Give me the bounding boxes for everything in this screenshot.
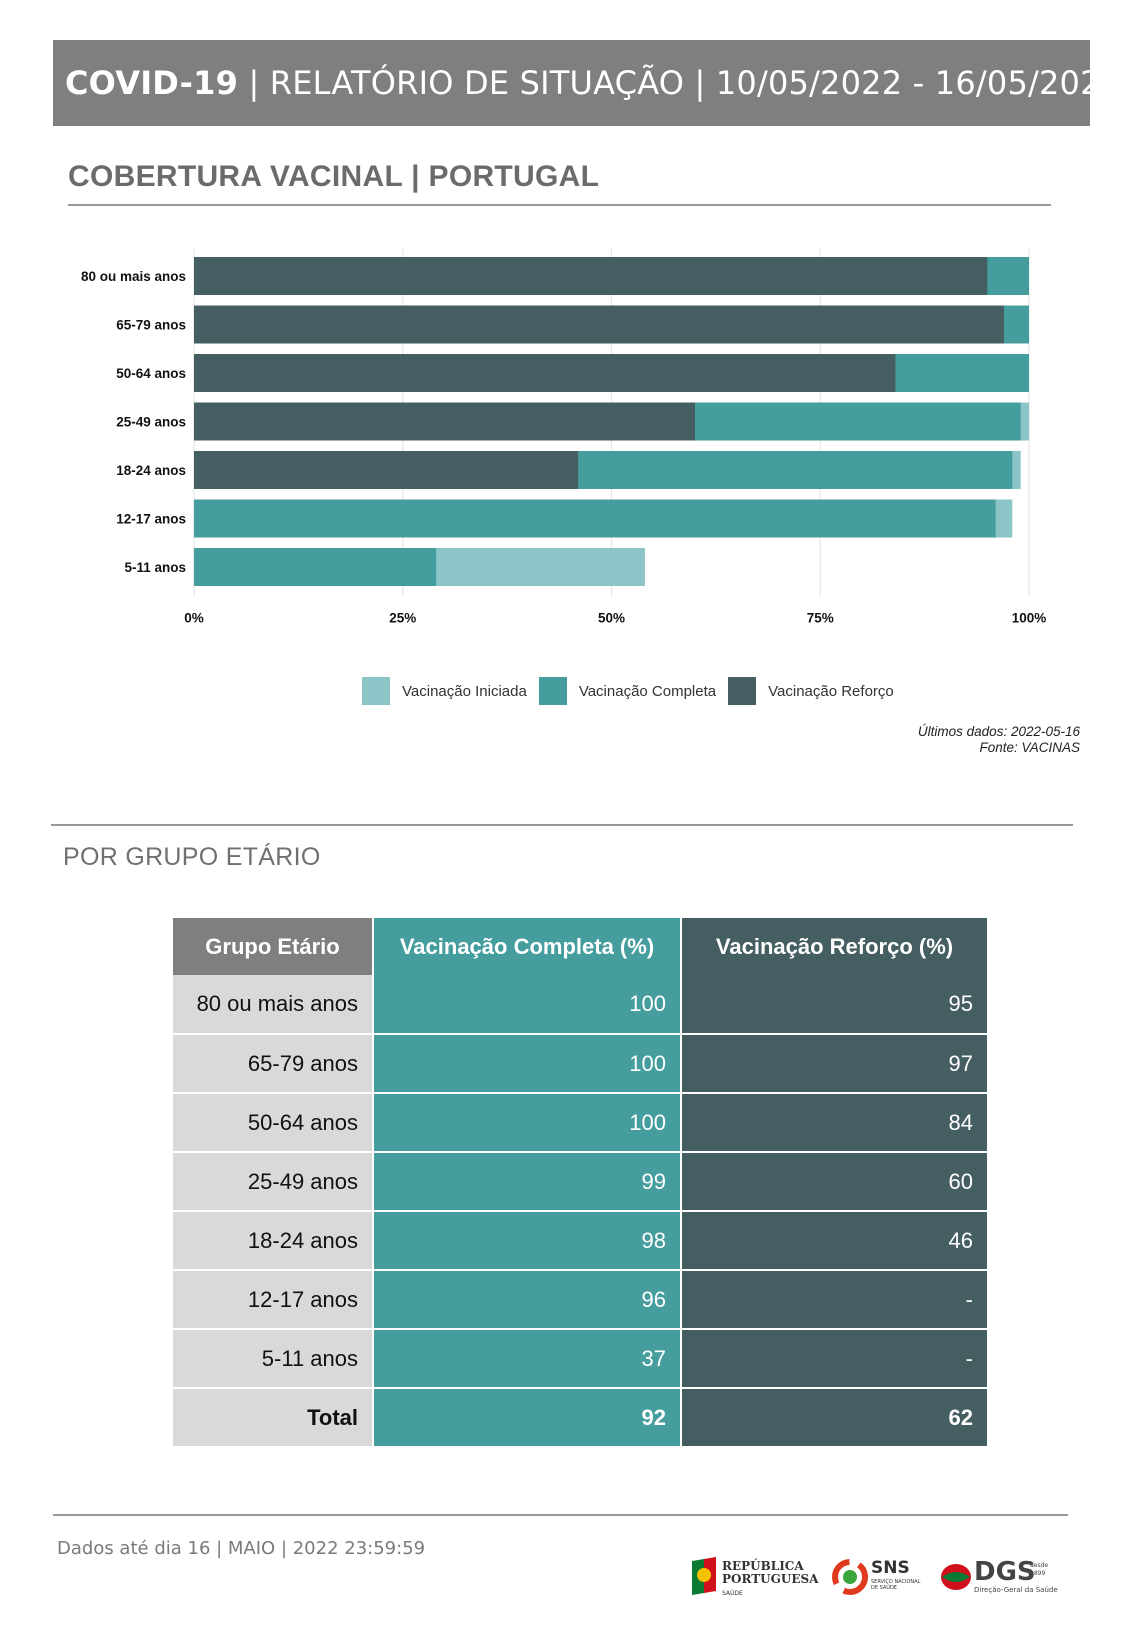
col-header-completa: Vacinação Completa (%) — [373, 918, 682, 975]
vaccination-coverage-chart: 80 ou mais anos 65-79 anos 50-64 anos 25-49… — [81, 249, 1047, 626]
cell-reforco: 97 — [681, 1034, 989, 1094]
cell-grupo: 65-79 anos — [173, 1034, 374, 1094]
category-label: 65-79 anos — [116, 318, 186, 333]
logo-sns-text: SNS — [871, 1558, 910, 1578]
cell-grupo: 12-17 anos — [173, 1270, 374, 1330]
bar-reforco — [194, 305, 1004, 344]
cell-completa: 100 — [373, 975, 682, 1035]
table-section-title: POR GRUPO ETÁRIO — [63, 843, 321, 871]
category-label: 25-49 anos — [116, 415, 186, 430]
col-header-reforco: Vacinação Reforço (%) — [681, 918, 989, 975]
legend-label-reforco: Vacinação Reforço — [768, 682, 894, 700]
chart-legend: Vacinação Iniciada Vacinação Completa Va… — [362, 677, 906, 705]
logo-republica-line1: REPÚBLICA — [722, 1557, 804, 1573]
x-tick-label: 50% — [598, 611, 625, 626]
cell-completa: 100 — [373, 1034, 682, 1094]
legend-item-reforco: Vacinação Reforço — [728, 677, 894, 705]
x-tick-label: 75% — [807, 611, 834, 626]
cell-grupo: 18-24 anos — [173, 1211, 374, 1271]
cell-reforco: 46 — [681, 1211, 989, 1271]
legend-label-completa: Vacinação Completa — [578, 682, 717, 700]
dgs-logo: DGS desde 1899 Direção-Geral da Saúde — [941, 1557, 1058, 1594]
footer-logos: REPÚBLICA PORTUGUESA SAÚDE SNS SERVIÇO N… — [692, 1557, 1058, 1597]
table-row: 25-49 anos 99 60 — [173, 1152, 989, 1212]
report-header: COVID-19 | RELATÓRIO DE SITUAÇÃO | 10/05… — [53, 40, 1121, 126]
cell-completa: 37 — [373, 1329, 682, 1389]
logo-dgs-since2: 1899 — [1030, 1570, 1045, 1577]
legend-item-completa: Vacinação Completa — [538, 677, 717, 705]
cell-grupo: 25-49 anos — [173, 1152, 374, 1212]
cell-reforco: 84 — [681, 1093, 989, 1153]
legend-swatch-iniciada — [362, 677, 390, 705]
bar-reforco — [194, 354, 896, 392]
cell-reforco: 95 — [681, 975, 989, 1035]
bar-completa — [194, 499, 996, 538]
category-label: 80 ou mais anos — [81, 269, 186, 284]
category-label: 18-24 anos — [116, 463, 186, 478]
legend-item-iniciada: Vacinação Iniciada — [362, 677, 527, 705]
legend-label-iniciada: Vacinação Iniciada — [402, 682, 527, 700]
table-header-row: Grupo Etário Vacinação Completa (%) Vaci… — [173, 918, 989, 975]
cell-grupo: 50-64 anos — [173, 1093, 374, 1153]
sns-logo: SNS SERVIÇO NACIONAL DE SAÚDE — [832, 1558, 921, 1595]
category-label: 50-64 anos — [116, 366, 186, 381]
x-tick-label: 0% — [184, 611, 204, 626]
category-label: 12-17 anos — [116, 512, 186, 527]
logo-sns-sub1: SERVIÇO NACIONAL — [871, 1579, 921, 1585]
x-tick-label: 25% — [389, 611, 416, 626]
table-row: 5-11 anos 37 - — [173, 1329, 989, 1389]
cell-grupo: 5-11 anos — [173, 1329, 374, 1389]
col-header-grupo: Grupo Etário — [173, 918, 374, 975]
logo-republica-line2: PORTUGUESA — [722, 1572, 819, 1586]
footer-divider — [53, 1514, 1068, 1516]
bar-reforco — [194, 451, 579, 489]
source-origin: Fonte: VACINAS — [979, 740, 1080, 755]
logo-dgs-since1: desde — [1030, 1562, 1048, 1569]
section-divider — [68, 204, 1051, 206]
legend-swatch-completa — [538, 677, 567, 705]
cell-reforco: - — [681, 1329, 989, 1389]
logo-sns-sub2: DE SAÚDE — [871, 1584, 897, 1591]
bar-completa — [194, 548, 437, 586]
table-row: 12-17 anos 96 - — [173, 1270, 989, 1330]
table-row: 50-64 anos 100 84 — [173, 1093, 989, 1153]
table-row: 65-79 anos 100 97 — [173, 1034, 989, 1094]
cell-completa: 96 — [373, 1270, 682, 1330]
logo-republica-line3: SAÚDE — [722, 1590, 743, 1597]
table-row: 80 ou mais anos 100 95 — [173, 975, 989, 1035]
cell-completa-total: 92 — [373, 1388, 682, 1448]
footer-data-timestamp: Dados até dia 16 | MAIO | 2022 23:59:59 — [57, 1538, 426, 1559]
table-row: 18-24 anos 98 46 — [173, 1211, 989, 1271]
cell-grupo: 80 ou mais anos — [173, 975, 374, 1035]
x-tick-label: 100% — [1012, 611, 1047, 626]
source-last-data: Últimos dados: 2022-05-16 — [917, 724, 1080, 739]
cell-grupo-total: Total — [173, 1388, 374, 1448]
logo-dgs-sub: Direção-Geral da Saúde — [974, 1586, 1058, 1594]
logo-dgs-text: DGS — [974, 1557, 1036, 1587]
legend-swatch-reforco — [728, 677, 757, 705]
section-title: COBERTURA VACINAL | PORTUGAL — [68, 160, 600, 193]
cell-reforco: - — [681, 1270, 989, 1330]
cell-completa: 100 — [373, 1093, 682, 1153]
header-title-bold: COVID-19 — [65, 64, 239, 102]
cell-reforco-total: 62 — [681, 1388, 989, 1448]
republica-portuguesa-logo: REPÚBLICA PORTUGUESA SAÚDE — [692, 1557, 819, 1597]
cell-completa: 99 — [373, 1152, 682, 1212]
bar-reforco — [194, 257, 988, 295]
cell-reforco: 60 — [681, 1152, 989, 1212]
table-total-row: Total 92 62 — [173, 1388, 989, 1448]
cell-completa: 98 — [373, 1211, 682, 1271]
header-title-rest: | RELATÓRIO DE SITUAÇÃO | 10/05/2022 - 1… — [238, 64, 1122, 102]
chart-source: Últimos dados: 2022-05-16 Fonte: VACINAS — [918, 724, 1080, 756]
bar-reforco — [194, 402, 695, 441]
category-label: 5-11 anos — [124, 560, 186, 575]
age-group-table: Grupo Etário Vacinação Completa (%) Vaci… — [173, 918, 989, 1448]
table-section-divider — [51, 824, 1073, 826]
